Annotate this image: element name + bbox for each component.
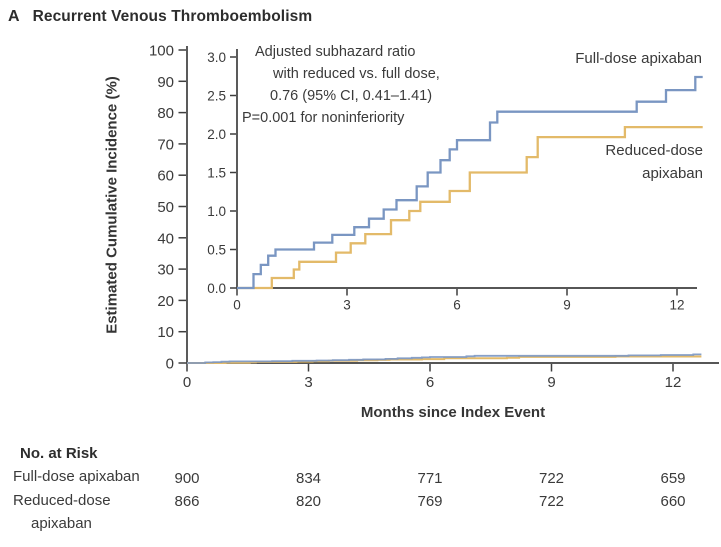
at-risk-value: 660 [660,493,685,510]
main-x-tick-label: 6 [426,374,434,391]
main-x-tick-label: 3 [304,374,312,391]
inset-x-tick-label: 0 [233,298,241,313]
inset-x-tick-label: 9 [563,298,571,313]
inset-x-tick-label: 12 [669,298,684,313]
main-y-tick-label: 70 [157,136,174,153]
annotation-line-2: with reduced vs. full dose, [273,66,440,82]
main-y-tick-label: 40 [157,230,174,247]
main-y-tick-label: 30 [157,262,174,279]
at-risk-value: 866 [174,493,199,510]
inset-y-tick-label: 0.0 [207,281,226,296]
main-x-tick-label: 12 [665,374,682,391]
legend-full-dose: Full-dose apixaban [575,50,702,67]
main-y-tick-label: 80 [157,105,174,122]
main-y-tick-label: 20 [157,293,174,310]
main-x-tick-label: 0 [183,374,191,391]
at-risk-value: 722 [539,493,564,510]
main-y-tick-label: 100 [149,43,174,60]
inset-x-tick-label: 3 [343,298,351,313]
inset-x-tick-label: 6 [453,298,461,313]
legend-reduced-dose-2: apixaban [642,165,703,182]
panel-header: A Recurrent Venous Thromboembolism [8,8,312,26]
inset-y-tick-label: 1.0 [207,204,226,219]
main-y-tick-label: 50 [157,199,174,216]
main-y-tick-label: 60 [157,168,174,185]
at-risk-row2-label: Reduced-dose [13,492,111,509]
annotation-line-3: 0.76 (95% CI, 0.41–1.41) [270,88,433,104]
full-dose-curve-main [187,353,702,364]
main-y-tick-label: 10 [157,324,174,341]
annotation-line-4: P=0.001 for noninferiority [242,110,405,126]
at-risk-value: 820 [296,493,321,510]
at-risk-value: 834 [296,470,321,487]
main-y-tick-label: 0 [166,356,174,373]
inset-y-tick-label: 1.5 [207,165,226,180]
y-axis-label: Estimated Cumulative Incidence (%) [103,76,121,334]
at-risk-row1-label: Full-dose apixaban [13,468,140,485]
at-risk-value: 769 [417,493,442,510]
annotation-line-1: Adjusted subhazard ratio [255,44,416,60]
at-risk-title: No. at Risk [20,445,98,462]
at-risk-value: 900 [174,470,199,487]
legend-reduced-dose-1: Reduced-dose [605,142,703,159]
x-axis-label: Months since Index Event [360,404,546,421]
reduced-dose-curve-inset [237,125,703,290]
page-title: Recurrent Venous Thromboembolism [32,8,313,25]
inset-y-tick-label: 0.5 [207,242,226,257]
inset-y-tick-label: 3.0 [207,50,226,65]
at-risk-value: 771 [417,470,442,487]
inset-y-tick-label: 2.0 [207,127,226,142]
at-risk-value: 659 [660,470,685,487]
at-risk-value: 722 [539,470,564,487]
main-x-tick-label: 9 [547,374,555,391]
inset-y-tick-label: 2.5 [207,88,226,103]
panel-letter: A [8,8,20,25]
at-risk-row2-label-line2: apixaban [31,515,92,532]
full-dose-curve-inset [237,75,703,290]
main-y-tick-label: 90 [157,74,174,91]
